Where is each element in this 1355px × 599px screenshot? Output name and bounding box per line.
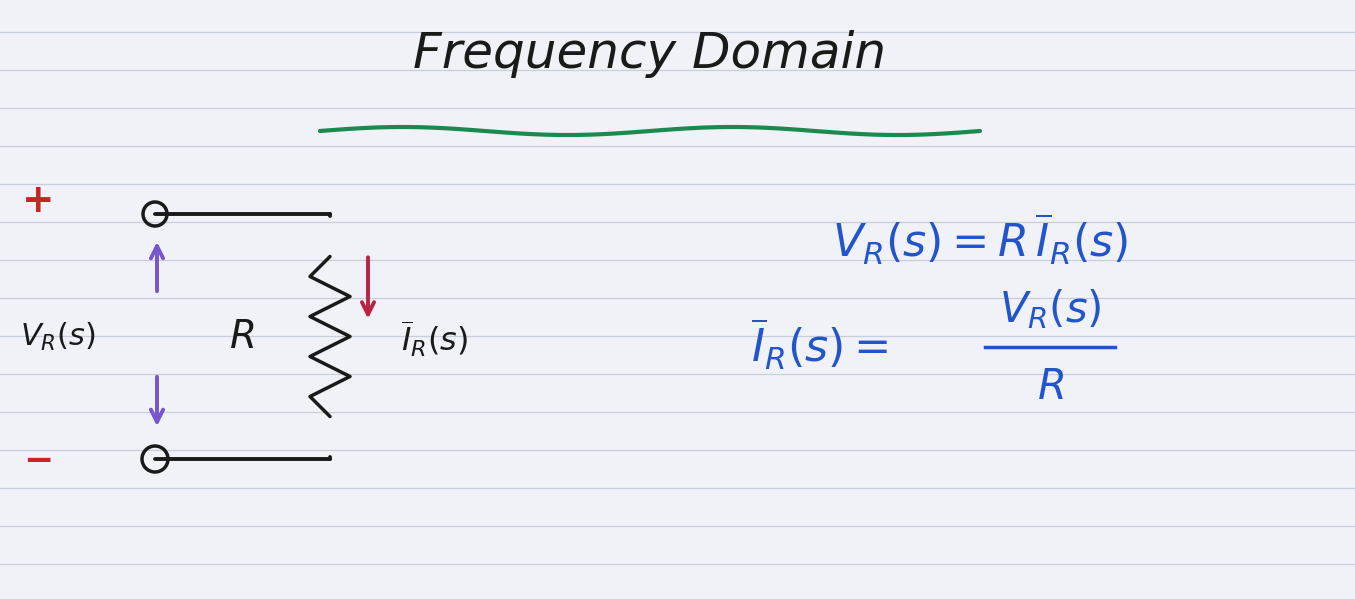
Text: Frequency Domain: Frequency Domain: [413, 30, 886, 78]
Text: $\overline{I}_R(s)$: $\overline{I}_R(s)$: [401, 319, 469, 359]
Text: $R$: $R$: [1037, 366, 1064, 408]
Text: $R$: $R$: [229, 319, 255, 355]
Text: +: +: [22, 182, 54, 220]
Text: −: −: [23, 444, 53, 478]
Text: $V_R(s)$: $V_R(s)$: [20, 321, 96, 353]
Text: $\overline{I}_R(s) =$: $\overline{I}_R(s) =$: [751, 316, 889, 371]
Text: $V_R(s)$: $V_R(s)$: [999, 287, 1102, 331]
Text: $V_R(s) = R\,\overline{I}_R(s)$: $V_R(s) = R\,\overline{I}_R(s)$: [832, 211, 1129, 267]
